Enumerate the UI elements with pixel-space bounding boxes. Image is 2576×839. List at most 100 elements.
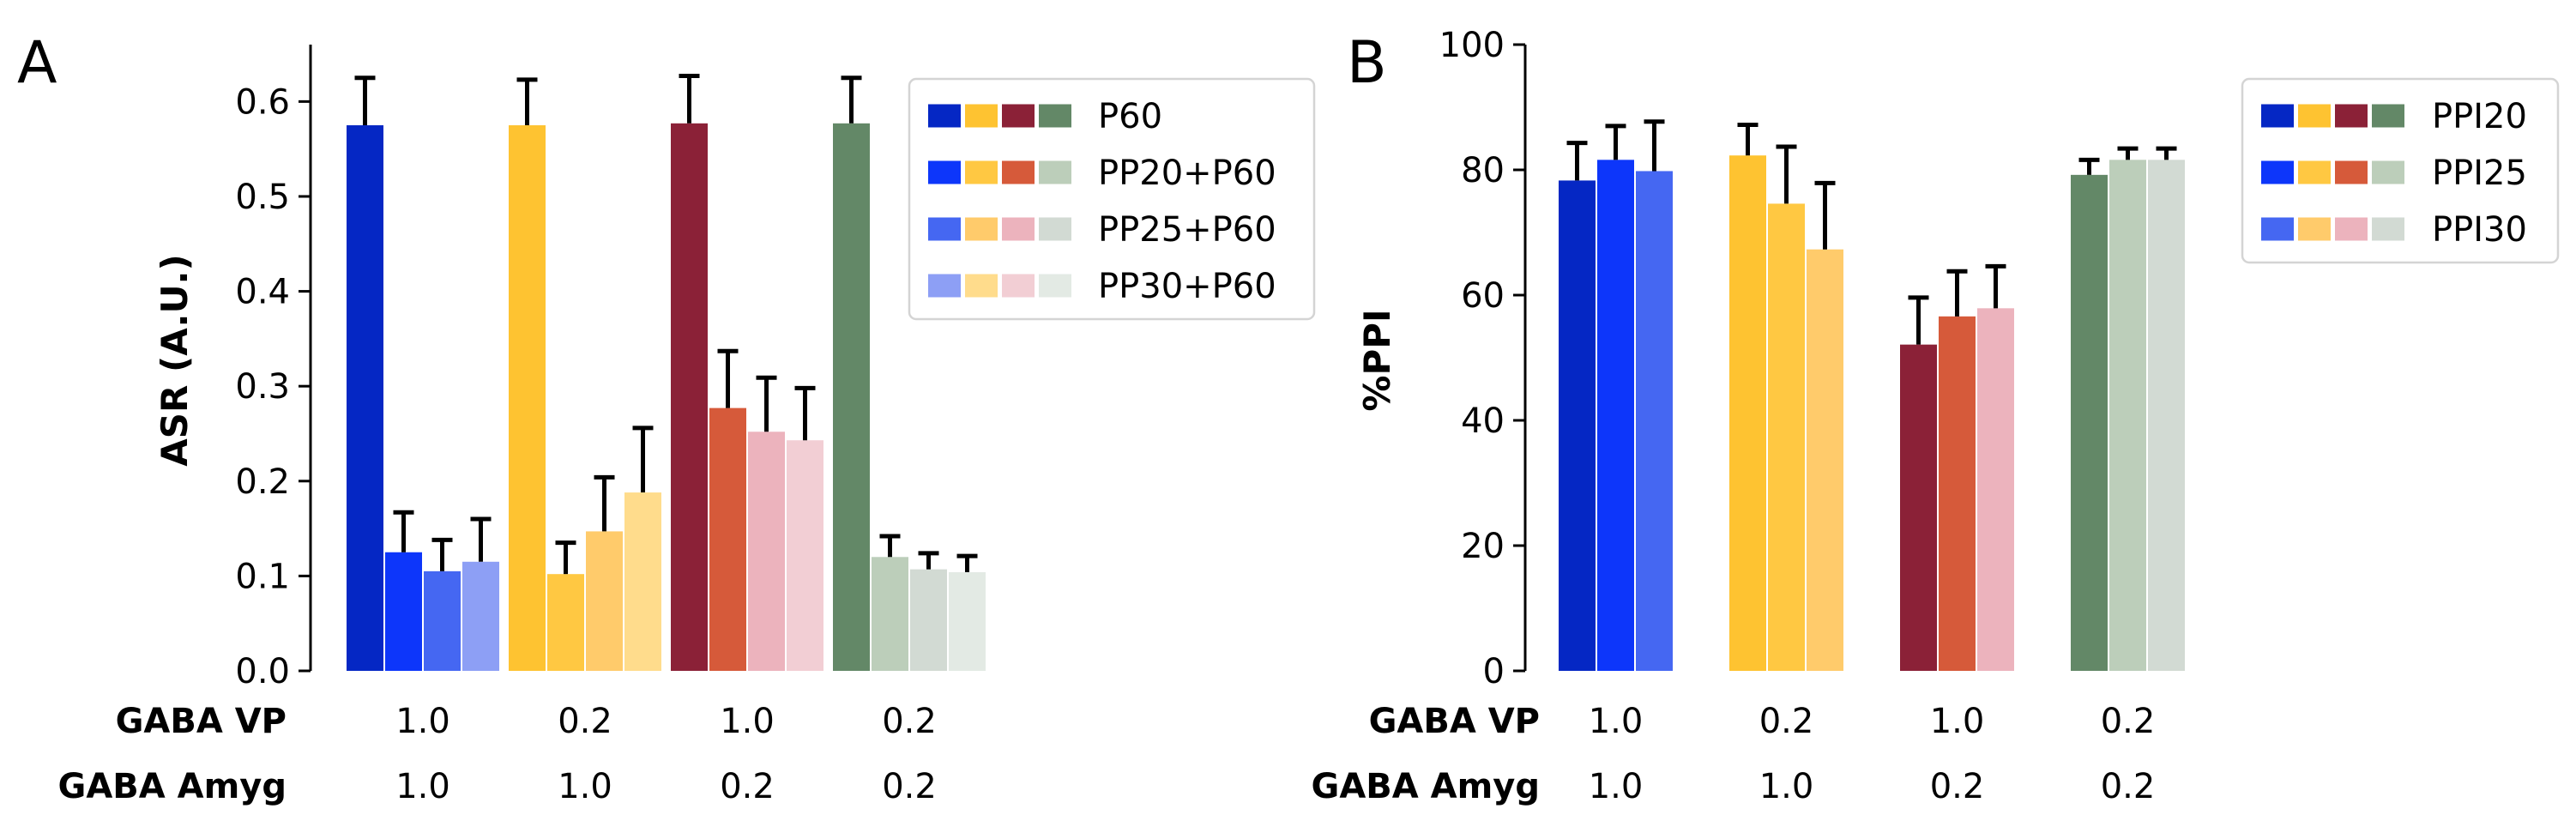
legend-label: PPI25	[2432, 154, 2527, 193]
y-tick-label: 100	[1439, 26, 1505, 65]
bar	[910, 569, 947, 671]
bar	[833, 123, 870, 671]
legend-swatch	[2298, 104, 2331, 128]
bar	[462, 561, 499, 671]
legend-swatch	[2261, 104, 2294, 128]
bar	[424, 570, 461, 671]
y-tick-label: 0.0	[235, 652, 290, 691]
group-label-amyg: 1.0	[395, 767, 450, 806]
y-tick-label: 0.4	[235, 273, 290, 312]
legend-swatch	[2298, 217, 2331, 241]
legend-swatch	[1039, 217, 1071, 241]
bar	[709, 407, 746, 671]
legend-swatch	[2261, 217, 2294, 241]
legend-swatch	[928, 104, 961, 128]
legend-label: PP20+P60	[1098, 154, 1276, 193]
legend-swatch	[965, 217, 998, 241]
legend-swatch	[2298, 160, 2331, 184]
y-tick-label: 40	[1461, 401, 1505, 441]
legend-swatch	[2372, 160, 2404, 184]
bar	[1768, 203, 1805, 672]
legend-label: PPI30	[2432, 210, 2527, 250]
group-label-vp: 1.0	[1930, 702, 1985, 741]
bar	[2148, 160, 2185, 671]
legend-swatch	[1002, 217, 1035, 241]
bar	[509, 125, 546, 672]
y-tick-label: 60	[1461, 276, 1505, 316]
legend-label: P60	[1098, 97, 1162, 136]
bar	[1939, 316, 1976, 671]
legend-swatch	[1039, 160, 1071, 184]
legend-swatch	[2335, 160, 2368, 184]
bar	[787, 440, 823, 671]
row-label: GABA VP	[116, 702, 287, 741]
chart-ppi: 0 20 40 60 80 100 %PPI 1.0 1.0 0.2 1.0 1.0 0.2 0.2 0.2…	[1311, 26, 2560, 806]
y-tick-label: 0.6	[235, 82, 290, 122]
group-label-amyg: 0.2	[1930, 767, 1985, 806]
legend-swatch	[1002, 104, 1035, 128]
group-label-vp: 0.2	[558, 702, 612, 741]
bar	[1977, 308, 2014, 671]
y-tick-label: 0	[1483, 652, 1505, 691]
legend-swatch	[1002, 274, 1035, 298]
legend-swatch	[1039, 274, 1071, 298]
legend-swatch	[2372, 104, 2404, 128]
y-tick-label: 0.1	[235, 557, 290, 596]
bar	[1559, 180, 1596, 671]
legend-swatch	[928, 274, 961, 298]
group-label-amyg: 1.0	[1759, 767, 1814, 806]
legend-swatch	[1039, 104, 1071, 128]
bar	[671, 123, 708, 671]
y-tick-label: 80	[1461, 151, 1505, 190]
group-label-vp: 1.0	[395, 702, 450, 741]
bar	[1807, 249, 1843, 671]
legend-label: PP30+P60	[1098, 267, 1276, 306]
y-tick-label: 0.5	[235, 178, 290, 217]
group-label-amyg: 1.0	[558, 767, 612, 806]
group-label-amyg: 0.2	[720, 767, 775, 806]
y-tick-label: 20	[1461, 527, 1505, 566]
row-label: GABA VP	[1369, 702, 1540, 741]
group-label-vp: 0.2	[2101, 702, 2156, 741]
group-label-amyg: 0.2	[882, 767, 937, 806]
bar	[2071, 174, 2108, 672]
group-label-vp: 0.2	[882, 702, 937, 741]
y-axis-label: %PPI	[1356, 309, 1398, 411]
row-label: GABA Amyg	[1311, 767, 1540, 806]
legend-swatch	[928, 217, 961, 241]
panel-a-label: A	[17, 29, 57, 97]
legend-swatch	[2372, 217, 2404, 241]
legend-swatch	[965, 274, 998, 298]
y-tick-label: 0.2	[235, 462, 290, 502]
bar	[385, 552, 422, 671]
legend-swatch	[2261, 160, 2294, 184]
legend-swatch	[2335, 217, 2368, 241]
bar	[1636, 171, 1673, 671]
bar	[872, 557, 908, 671]
legend-box	[908, 77, 1316, 321]
bar	[1729, 155, 1766, 671]
group-label-amyg: 0.2	[2101, 767, 2156, 806]
group-label-vp: 1.0	[720, 702, 775, 741]
group-label-vp: 0.2	[1759, 702, 1814, 741]
legend-swatch	[2335, 104, 2368, 128]
chart-asr: 0.0 0.1 0.2 0.3 0.4 0.5 0.6 ASR (A.U.) 1.0 1.0 0.2…	[57, 45, 1316, 806]
bar	[2109, 160, 2146, 671]
row-label: GABA Amyg	[57, 767, 287, 806]
bar	[347, 125, 383, 672]
legend-swatch	[965, 104, 998, 128]
legend-label: PP25+P60	[1098, 210, 1276, 250]
bar	[547, 574, 584, 671]
bar	[1597, 160, 1634, 671]
group-label-vp: 1.0	[1589, 702, 1644, 741]
legend-label: PPI20	[2432, 97, 2527, 136]
group-label-amyg: 1.0	[1589, 767, 1644, 806]
legend-swatch	[965, 160, 998, 184]
bar	[624, 492, 661, 671]
bar	[1900, 344, 1937, 671]
panel-b-label: B	[1347, 29, 1387, 97]
bar	[586, 531, 623, 671]
y-tick-label: 0.3	[235, 367, 290, 407]
bar	[748, 432, 785, 671]
